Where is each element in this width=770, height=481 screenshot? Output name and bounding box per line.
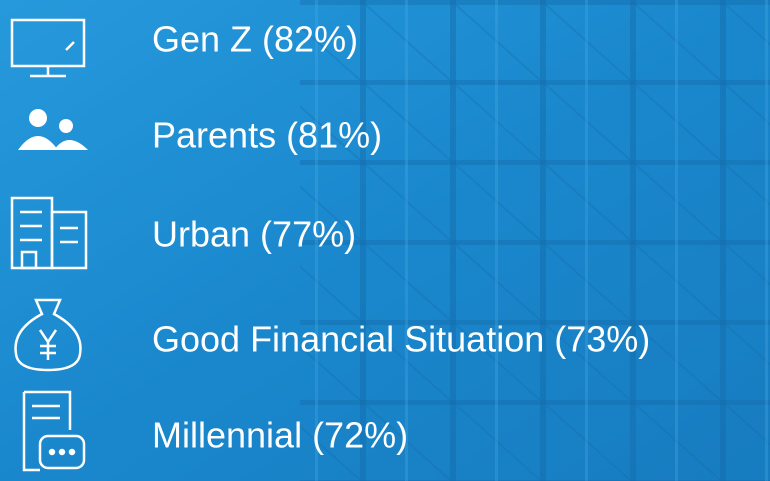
infographic: Gen Z (82%) Parents (81%) Urban (77%) Go… bbox=[0, 0, 770, 481]
item-label: Parents (81%) bbox=[152, 115, 382, 156]
item-label: Good Financial Situation (73%) bbox=[152, 319, 650, 360]
item-label: Millennial (72%) bbox=[152, 415, 408, 456]
overlay bbox=[0, 0, 770, 481]
item-label: Urban (77%) bbox=[152, 214, 356, 255]
item-label: Gen Z (82%) bbox=[152, 19, 358, 60]
page: Gen Z (82%) Parents (81%) Urban (77%) Go… bbox=[0, 0, 770, 481]
